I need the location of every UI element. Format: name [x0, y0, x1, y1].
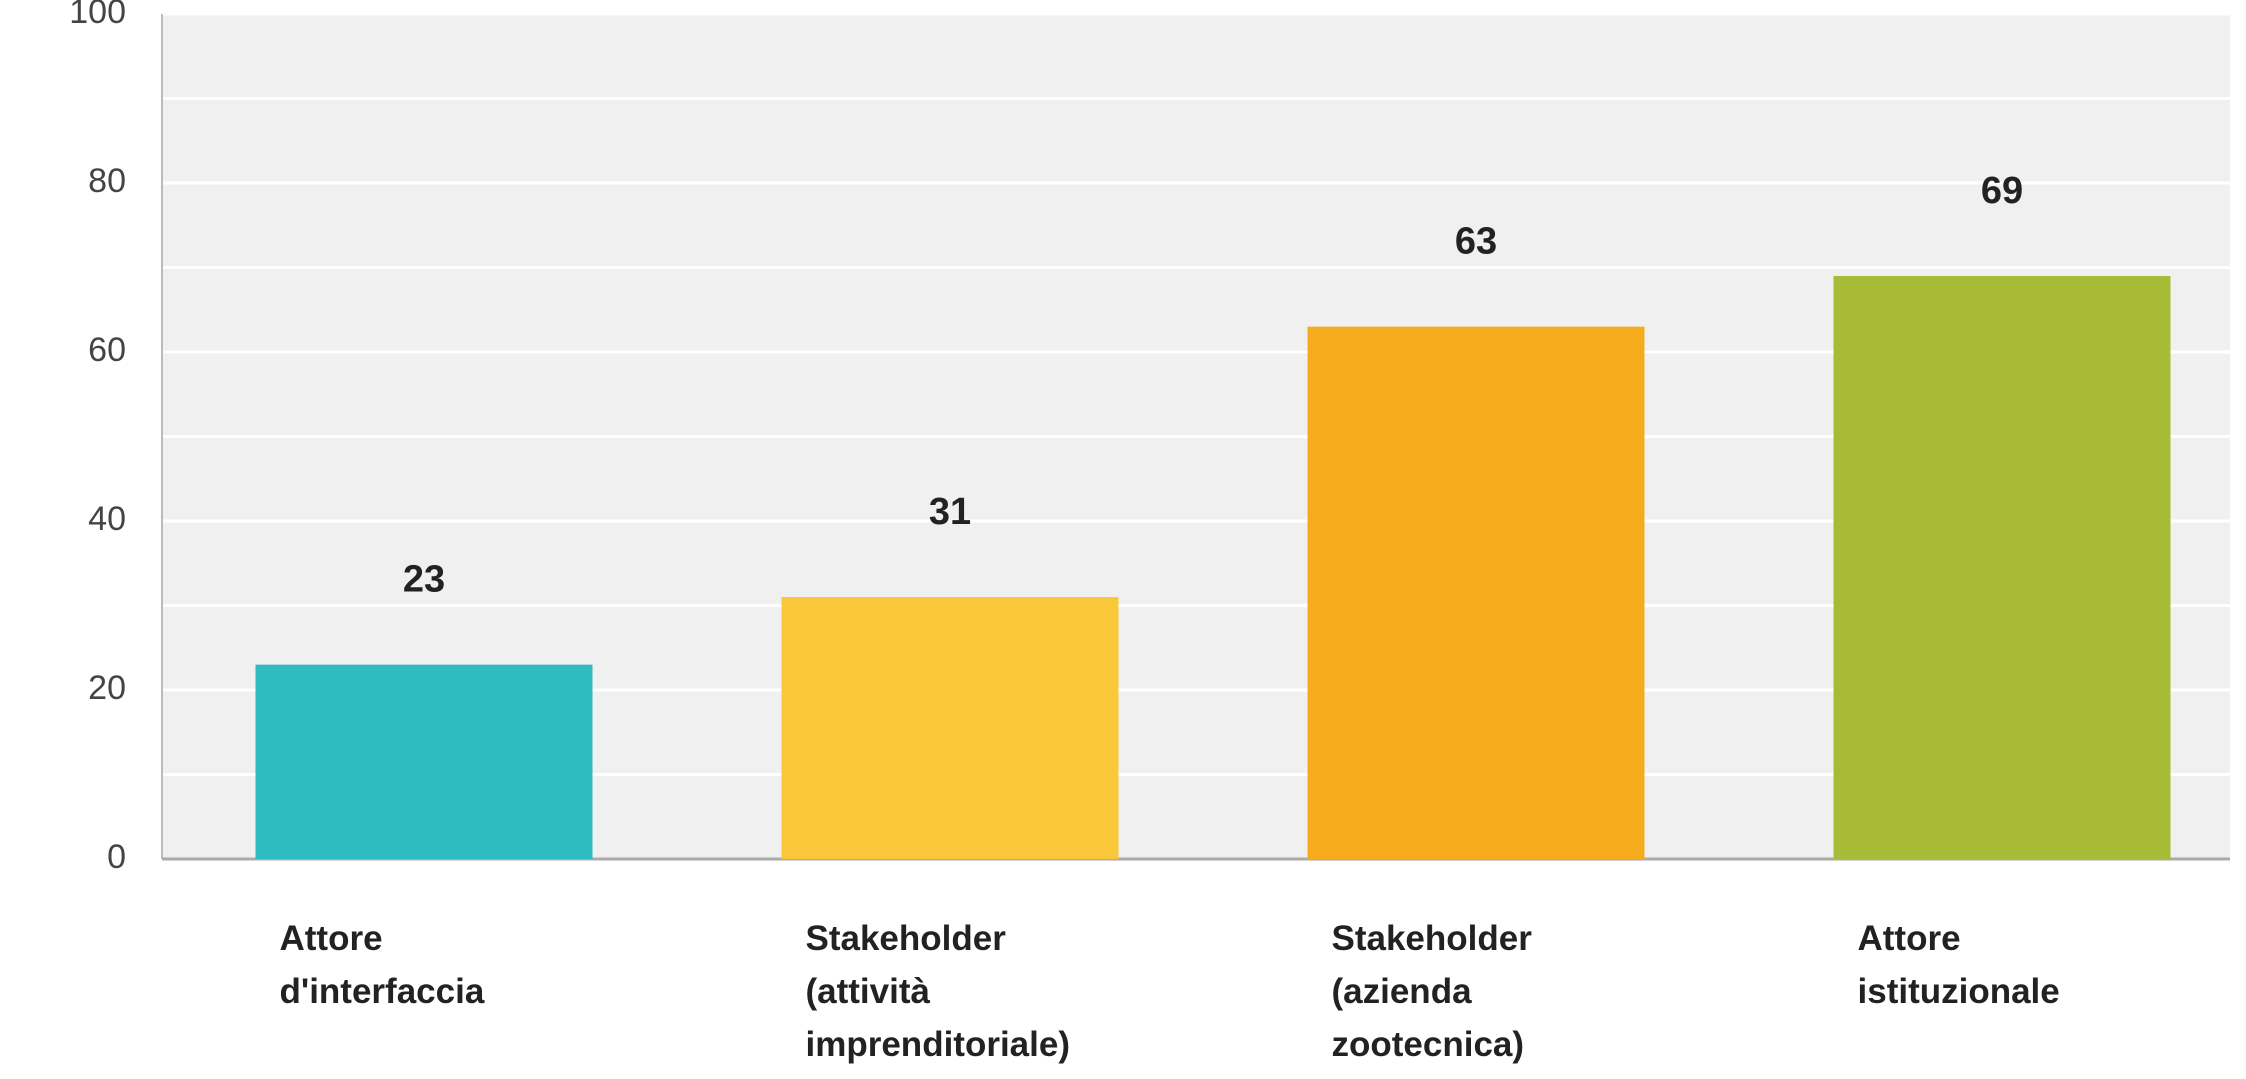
x-tick-label: Attore d'interfaccia [279, 919, 485, 1011]
value-label: 69 [1981, 170, 2023, 212]
bar [255, 664, 593, 859]
x-tick-label: Stakeholder (attività imprenditoriale) [805, 919, 1070, 1064]
value-label: 31 [929, 491, 971, 533]
y-tick-label: 60 [88, 331, 126, 369]
x-tick-label: Attore istituzionale [1857, 919, 2060, 1011]
value-label: 23 [403, 559, 445, 601]
value-label: 63 [1455, 221, 1497, 263]
x-tick-label: Stakeholder (azienda zootecnica) [1331, 919, 1532, 1064]
bar [1307, 326, 1645, 859]
bar [1833, 275, 2171, 859]
bar [781, 597, 1119, 859]
y-tick-label: 20 [88, 669, 126, 707]
y-tick-label: 40 [88, 500, 126, 538]
y-tick-label: 80 [88, 162, 126, 200]
y-tick-label: 100 [69, 0, 126, 31]
y-tick-label: 0 [107, 838, 126, 876]
